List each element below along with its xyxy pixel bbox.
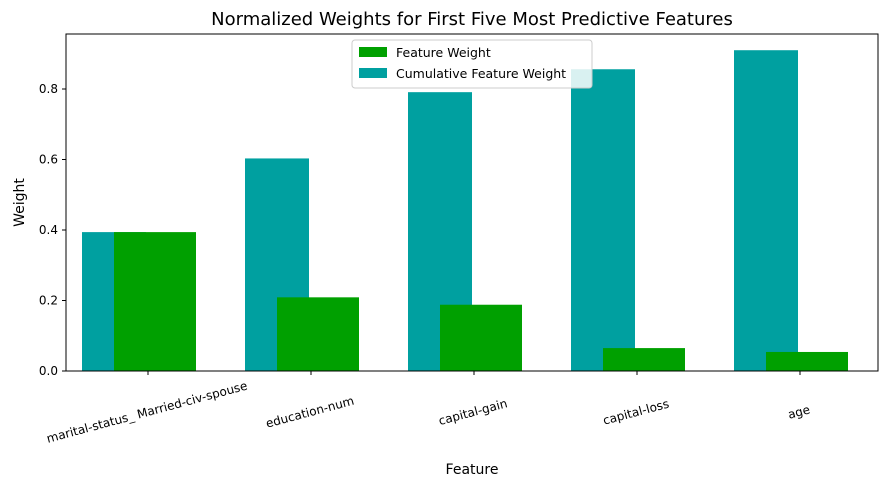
y-axis-label: Weight [12,178,28,227]
x-axis: marital-status_ Married-civ-spouse educat… [45,371,812,446]
bar-feature-weight-capital-gain [440,304,522,371]
legend: Feature Weight Cumulative Feature Weight [351,39,593,89]
y-tick-label: 0.6 [39,152,58,166]
bar-feature-weight-age [766,351,848,371]
legend-label-feature-weight: Feature Weight [396,45,491,60]
bar-feature-weight-capital-loss [603,348,685,371]
bar-cumulative-capital-loss [571,69,635,372]
plot-frame [65,33,879,372]
legend-label-cumulative-feature-weight: Cumulative Feature Weight [396,66,566,81]
x-tick-label-capital-gain: capital-gain [437,396,509,428]
y-tick-label: 0.2 [39,293,58,307]
bars-group [82,50,848,372]
x-tick-label-capital-loss: capital-loss [601,397,670,428]
x-tick-label-marital-status-married-civ-spouse: marital-status_ Married-civ-spouse [45,379,249,446]
x-tick-label-education-num: education-num [264,394,355,431]
x-axis-label: Feature [446,462,499,478]
bar-feature-weight-education-num [277,297,359,371]
legend-box [351,39,593,89]
bar-feature-weight-marital-status-married-civ-spouse [114,232,196,371]
y-tick-label: 0.4 [39,223,58,237]
legend-swatch-feature-weight [359,47,387,57]
chart-title: Normalized Weights for First Five Most P… [211,9,733,30]
x-tick-label-age: age [786,402,811,421]
y-axis: 0.0 0.2 0.4 0.6 0.8 [39,82,66,378]
bar-cumulative-age [734,50,798,371]
legend-swatch-cumulative-feature-weight [359,68,387,78]
y-tick-label: 0.0 [39,364,58,378]
y-tick-label: 0.8 [39,82,58,96]
